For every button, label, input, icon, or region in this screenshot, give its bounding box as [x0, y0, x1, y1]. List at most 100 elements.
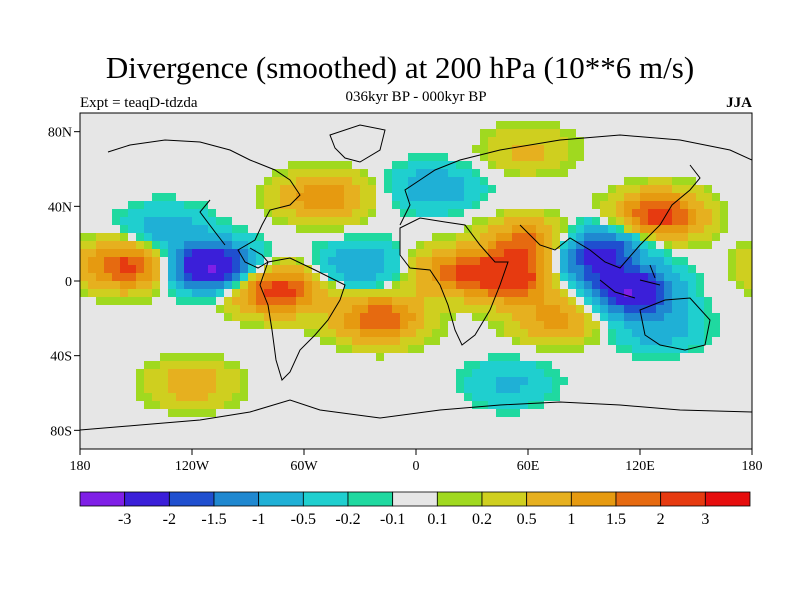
field-cell	[120, 281, 128, 289]
field-cell	[184, 361, 192, 369]
field-cell	[128, 385, 136, 393]
field-cell	[248, 201, 256, 209]
field-cell	[520, 121, 528, 129]
field-cell	[512, 369, 520, 377]
field-cell	[680, 273, 688, 281]
field-cell	[584, 441, 592, 449]
field-cell	[216, 177, 224, 185]
field-cell	[176, 201, 184, 209]
field-cell	[312, 217, 320, 225]
field-cell	[592, 121, 600, 129]
field-cell	[592, 329, 600, 337]
field-cell	[456, 329, 464, 337]
field-cell	[240, 137, 248, 145]
field-cell	[432, 417, 440, 425]
field-cell	[344, 433, 352, 441]
field-cell	[448, 369, 456, 377]
field-cell	[512, 249, 520, 257]
field-cell	[104, 409, 112, 417]
field-cell	[544, 137, 552, 145]
field-cell	[568, 273, 576, 281]
field-cell	[584, 385, 592, 393]
field-cell	[152, 129, 160, 137]
field-cell	[656, 441, 664, 449]
field-cell	[480, 225, 488, 233]
field-cell	[624, 297, 632, 305]
field-cell	[272, 329, 280, 337]
field-cell	[176, 161, 184, 169]
field-cell	[536, 137, 544, 145]
field-cell	[744, 145, 752, 153]
field-cell	[120, 273, 128, 281]
field-cell	[224, 177, 232, 185]
field-cell	[416, 353, 424, 361]
field-cell	[712, 153, 720, 161]
field-cell	[168, 177, 176, 185]
field-cell	[136, 225, 144, 233]
field-cell	[384, 433, 392, 441]
field-cell	[496, 329, 504, 337]
field-cell	[480, 209, 488, 217]
field-cell	[88, 321, 96, 329]
field-cell	[696, 161, 704, 169]
field-cell	[224, 225, 232, 233]
field-cell	[352, 321, 360, 329]
field-cell	[576, 209, 584, 217]
field-cell	[744, 305, 752, 313]
field-cell	[328, 433, 336, 441]
field-cell	[88, 409, 96, 417]
field-cell	[136, 113, 144, 121]
field-cell	[624, 225, 632, 233]
field-cell	[640, 281, 648, 289]
field-cell	[608, 289, 616, 297]
field-cell	[184, 273, 192, 281]
colorbar-swatch	[615, 491, 662, 507]
field-cell	[248, 289, 256, 297]
field-cell	[728, 313, 736, 321]
field-cell	[520, 441, 528, 449]
field-cell	[744, 385, 752, 393]
field-cell	[336, 177, 344, 185]
field-cell	[96, 409, 104, 417]
field-cell	[168, 265, 176, 273]
field-cell	[496, 273, 504, 281]
field-cell	[216, 273, 224, 281]
field-cell	[456, 305, 464, 313]
field-cell	[368, 313, 376, 321]
field-cell	[696, 377, 704, 385]
field-cell	[120, 265, 128, 273]
field-cell	[480, 273, 488, 281]
field-cell	[464, 257, 472, 265]
field-cell	[520, 401, 528, 409]
field-cell	[176, 313, 184, 321]
field-cell	[712, 321, 720, 329]
field-cell	[440, 433, 448, 441]
field-cell	[216, 249, 224, 257]
field-cell	[296, 233, 304, 241]
field-cell	[528, 329, 536, 337]
field-cell	[440, 393, 448, 401]
field-cell	[256, 233, 264, 241]
field-cell	[168, 273, 176, 281]
field-cell	[592, 433, 600, 441]
field-cell	[344, 257, 352, 265]
field-cell	[608, 305, 616, 313]
field-cell	[608, 417, 616, 425]
field-cell	[384, 193, 392, 201]
field-cell	[232, 401, 240, 409]
field-cell	[512, 153, 520, 161]
field-cell	[328, 345, 336, 353]
field-cell	[128, 265, 136, 273]
field-cell	[640, 201, 648, 209]
field-cell	[704, 257, 712, 265]
field-cell	[456, 193, 464, 201]
field-cell	[304, 321, 312, 329]
field-cell	[248, 265, 256, 273]
field-cell	[88, 377, 96, 385]
field-cell	[312, 297, 320, 305]
field-cell	[256, 393, 264, 401]
field-cell	[480, 313, 488, 321]
field-cell	[640, 121, 648, 129]
field-cell	[168, 209, 176, 217]
field-cell	[632, 273, 640, 281]
